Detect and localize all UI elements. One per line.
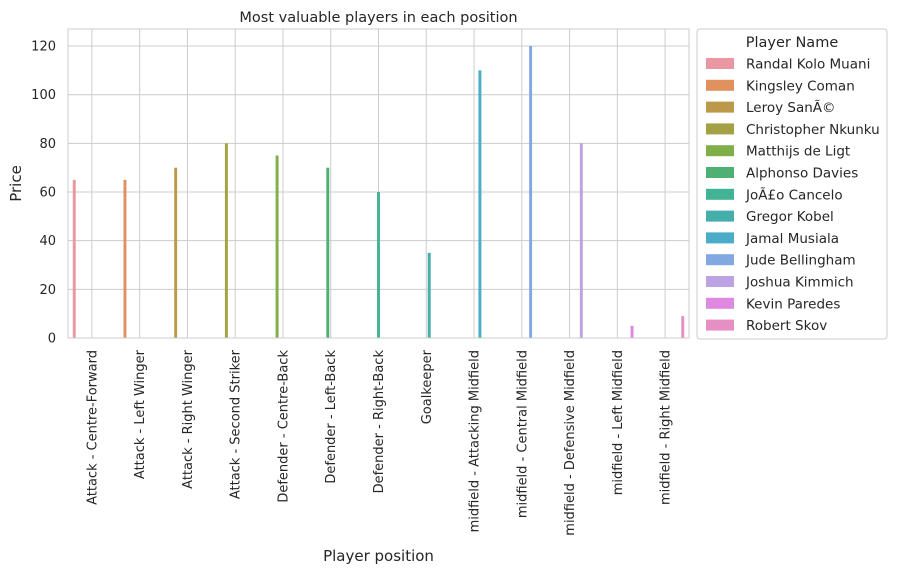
y-tick-label: 120 [31, 40, 56, 55]
legend-swatch [706, 101, 734, 113]
x-tick-label: Defender - Right-Back [372, 350, 387, 494]
chart-title: Most valuable players in each position [239, 10, 517, 26]
bar [579, 143, 583, 338]
x-axis-label: Player position [323, 547, 434, 565]
legend-entry: Kevin Paredes [746, 296, 840, 312]
x-tick-label: midfield - Defensive Midfield [563, 350, 578, 536]
legend-title: Player Name [746, 35, 839, 51]
legend-swatch [706, 319, 734, 331]
legend-swatch [706, 167, 734, 178]
legend-entry: Jude Bellingham [745, 253, 856, 269]
legend-entry: Leroy SanÃ© [746, 99, 836, 116]
x-tick-label: midfield - Attacking Midfield [468, 350, 483, 532]
y-axis-label: Price [7, 165, 25, 202]
legend-swatch [706, 276, 734, 287]
x-tick-label: midfield - Right Midfield [659, 350, 674, 505]
y-tick-label: 80 [39, 137, 56, 152]
bar [72, 179, 76, 338]
x-tick-label: midfield - Central Midfield [515, 350, 530, 518]
bar [377, 192, 380, 338]
x-tick-labels: Attack - Centre-Forward Attack - Left Win… [85, 349, 673, 535]
legend-entry: JoÃ£o Cancelo [745, 186, 843, 203]
legend-swatch [706, 58, 734, 69]
y-tick-label: 0 [48, 332, 56, 347]
legend-swatch [706, 79, 734, 91]
legend-swatch [706, 254, 734, 266]
legend-entry: Randal Kolo Muani [746, 57, 870, 73]
legend-swatch [706, 210, 734, 222]
bar [478, 70, 482, 338]
legend-swatch [706, 232, 734, 244]
legend-swatch [706, 188, 734, 200]
legend-entry: Matthijs de Ligt [746, 144, 850, 160]
x-tick-label: Attack - Left Winger [133, 349, 148, 479]
legend-swatch [706, 123, 734, 135]
bar [427, 252, 431, 338]
bar [224, 143, 228, 338]
bar [681, 316, 685, 338]
legend-entry: Robert Skov [746, 318, 827, 334]
x-tick-label: Attack - Second Striker [229, 349, 244, 499]
x-tick-label: Goalkeeper [420, 349, 435, 424]
x-tick-label: Attack - Centre-Forward [85, 350, 100, 505]
legend-entry: Jamal Musiala [745, 231, 839, 247]
bar [275, 155, 279, 338]
bar [529, 46, 533, 338]
bar [630, 325, 634, 338]
bars [72, 46, 685, 338]
y-tick-labels: 0 20 40 60 80 100 120 [31, 40, 56, 347]
x-tick-label: Defender - Centre-Back [276, 350, 291, 503]
legend-items: Randal Kolo Muani Kingsley Coman Leroy San… [706, 57, 880, 334]
bar [123, 179, 127, 338]
legend-frame [696, 28, 888, 340]
plot-frame [67, 28, 690, 339]
legend-entry: Alphonso Davies [746, 166, 858, 182]
bar [326, 167, 330, 338]
x-tick-label: Defender - Left-Back [324, 350, 339, 484]
legend-entry: Kingsley Coman [746, 78, 855, 94]
y-tick-label: 100 [31, 88, 56, 103]
bar [174, 167, 178, 338]
x-tick-label: Attack - Right Winger [181, 349, 196, 488]
legend-swatch [706, 145, 734, 157]
y-tick-label: 60 [39, 186, 56, 201]
legend-entry: Joshua Kimmich [745, 275, 854, 291]
legend-entry: Gregor Kobel [746, 209, 834, 225]
x-tick-label: midfield - Left Midfield [611, 350, 626, 495]
y-tick-label: 40 [39, 234, 56, 249]
legend-swatch [706, 297, 734, 309]
legend: Player Name Randal Kolo Muani Kingsley Co… [696, 28, 888, 340]
y-tick-label: 20 [39, 283, 56, 298]
legend-entry: Christopher Nkunku [746, 122, 880, 138]
